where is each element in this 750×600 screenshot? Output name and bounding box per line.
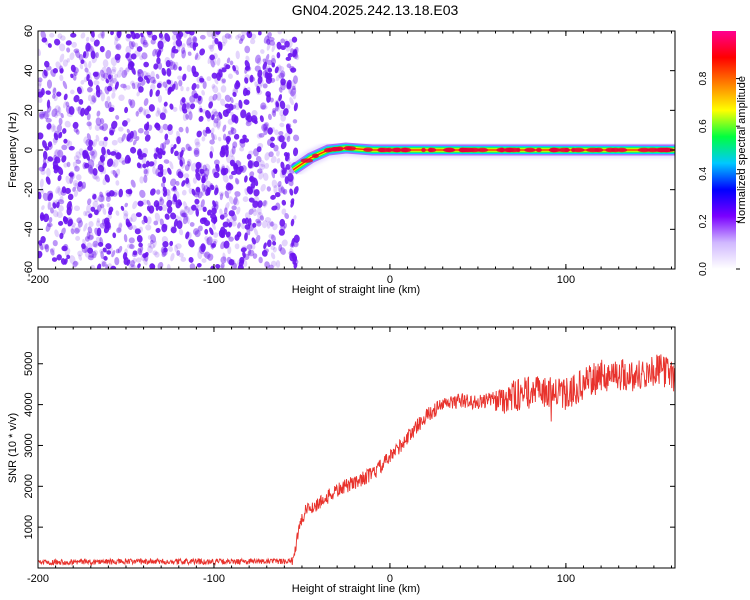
snr-series-line bbox=[38, 354, 675, 567]
y-tick-label: 20 bbox=[23, 104, 35, 116]
x-tick-label: -200 bbox=[27, 573, 49, 585]
chart-title: GN04.2025.242.13.18.E03 bbox=[292, 2, 459, 18]
colorbar-tick-label: 0.4 bbox=[698, 166, 709, 180]
colorbar-tick-label: 0.8 bbox=[698, 71, 709, 85]
y-tick-label: 2000 bbox=[23, 474, 35, 498]
y-tick-label: -40 bbox=[23, 221, 35, 237]
y-tick-label: -60 bbox=[23, 261, 35, 277]
x-tick-label: 0 bbox=[387, 274, 393, 286]
spectrogram-ylabel: Frequency (Hz) bbox=[7, 112, 19, 188]
y-tick-label: 4000 bbox=[23, 392, 35, 416]
snr-ylabel: SNR (10 * v/v) bbox=[7, 413, 19, 483]
spectrogram-heatmap bbox=[38, 31, 675, 269]
x-tick-label: 100 bbox=[557, 573, 575, 585]
snr-xlabel: Height of straight line (km) bbox=[292, 583, 420, 595]
y-tick-label: 3000 bbox=[23, 433, 35, 457]
colorbar-ticks: 0.0 0.2 0.4 0.6 0.8 bbox=[698, 71, 740, 276]
x-tick-label: 100 bbox=[557, 274, 575, 286]
snr-axes: -200 -100 0 100 1000 2000 3000 4000 5000 bbox=[23, 327, 675, 585]
y-tick-label: 40 bbox=[23, 65, 35, 77]
x-tick-label: 0 bbox=[387, 573, 393, 585]
x-tick-label: -100 bbox=[203, 573, 225, 585]
spectrogram-signal-track bbox=[288, 139, 675, 177]
colorbar-tick-label: 0.2 bbox=[698, 214, 709, 228]
y-tick-label: 0 bbox=[23, 147, 35, 153]
colorbar: 0.0 0.2 0.4 0.6 0.8 Normalized spectral ampl… bbox=[698, 31, 748, 276]
colorbar-label: Normalized spectral amplitude bbox=[736, 76, 748, 224]
snr-plot-area bbox=[38, 354, 675, 567]
y-tick-label: 60 bbox=[23, 25, 35, 37]
colorbar-tick-label: 0.0 bbox=[698, 262, 709, 276]
colorbar-tick-label: 0.6 bbox=[698, 119, 709, 133]
spectrogram-xlabel: Height of straight line (km) bbox=[292, 284, 420, 296]
snr-frame bbox=[37, 326, 676, 569]
colorbar-gradient bbox=[712, 31, 736, 269]
x-tick-label: -100 bbox=[203, 274, 225, 286]
y-tick-label: -20 bbox=[23, 182, 35, 198]
y-tick-label: 1000 bbox=[23, 515, 35, 539]
y-tick-label: 5000 bbox=[23, 352, 35, 376]
spectrogram-noise bbox=[38, 31, 300, 269]
x-tick-label: -200 bbox=[27, 274, 49, 286]
snr-panel: -200 -100 0 100 1000 2000 3000 4000 5000 Height … bbox=[7, 326, 676, 595]
